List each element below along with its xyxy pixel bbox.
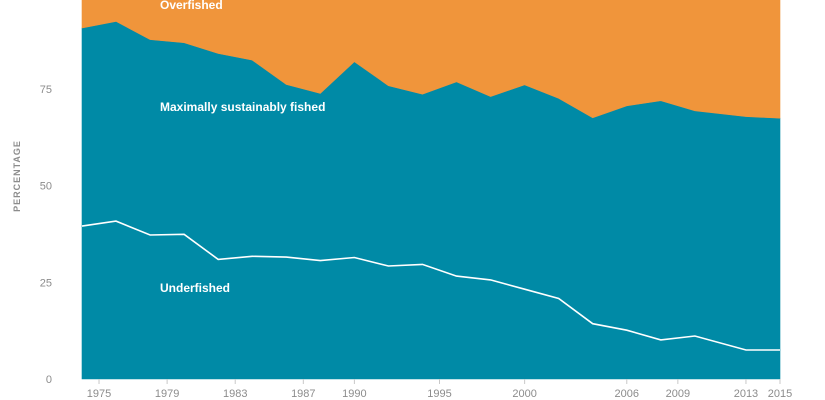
x-tick-label: 2013 bbox=[734, 388, 758, 400]
y-tick-label: 25 bbox=[40, 277, 52, 289]
x-tick-label: 1983 bbox=[223, 388, 247, 400]
x-tick-label: 2006 bbox=[615, 388, 639, 400]
series-label-overfished: Overfished bbox=[160, 0, 223, 12]
series-label-maximally-sustainably-fished: Maximally sustainably fished bbox=[160, 100, 325, 114]
x-tick-label: 1975 bbox=[87, 388, 111, 400]
x-tick-label: 2009 bbox=[666, 388, 690, 400]
area-overfished bbox=[81, 0, 781, 119]
y-tick-label: 0 bbox=[46, 374, 52, 386]
y-tick-label: 50 bbox=[40, 181, 52, 193]
x-tick-label: 1995 bbox=[427, 388, 451, 400]
y-axis-label: PERCENTAGE bbox=[12, 140, 22, 212]
x-tick-label: 2000 bbox=[512, 388, 536, 400]
series-label-underfished: Underfished bbox=[160, 281, 230, 295]
x-tick-label: 1987 bbox=[291, 388, 315, 400]
x-tick-label: 1979 bbox=[155, 388, 179, 400]
x-tick-label: 2015 bbox=[768, 388, 792, 400]
y-tick-label: 75 bbox=[40, 84, 52, 96]
underfished-boundary-line bbox=[81, 220, 780, 351]
x-tick-label: 1990 bbox=[342, 388, 366, 400]
